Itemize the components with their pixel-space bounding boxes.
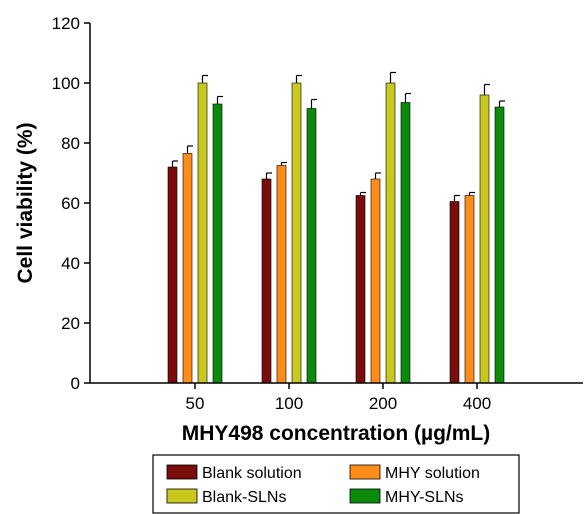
bar [385, 82, 396, 384]
y-tick-label: 40 [61, 254, 80, 273]
x-axis-ticks: 50 100 200 400 [186, 383, 491, 413]
legend-swatch [349, 464, 381, 480]
bar [261, 178, 272, 384]
y-tick-label: 120 [52, 14, 80, 33]
y-tick-label: 80 [61, 134, 80, 153]
bar [494, 106, 505, 384]
bar [400, 102, 411, 384]
x-tick-label: 200 [369, 394, 397, 413]
bar [449, 201, 460, 384]
y-tick-label: 0 [71, 374, 80, 393]
legend-label: MHY solution [385, 465, 480, 482]
y-axis-ticks: 0 20 40 60 80 100 120 [52, 14, 90, 393]
bar [167, 166, 178, 384]
legend-label: Blank-SLNs [202, 489, 286, 506]
legend-label: MHY-SLNs [385, 489, 464, 506]
y-tick-label: 100 [52, 74, 80, 93]
legend: Blank solution MHY solution Blank-SLNs MHY-… [152, 454, 520, 514]
x-axis-label: MHY498 concentration (µg/mL) [182, 422, 490, 445]
legend-box [152, 454, 520, 514]
legend-swatch [166, 488, 198, 504]
x-tick-label: 100 [275, 394, 303, 413]
bar [370, 178, 381, 384]
x-tick-label: 400 [463, 394, 491, 413]
legend-label: Blank solution [202, 465, 302, 482]
bar [291, 82, 302, 384]
legend-swatch [166, 464, 198, 480]
bar [197, 82, 208, 384]
y-tick-label: 20 [61, 314, 80, 333]
bar [212, 103, 223, 384]
bars-group [167, 71, 505, 384]
bar [355, 195, 366, 384]
y-axis-label: Cell viability (%) [14, 122, 37, 283]
legend-swatch [349, 488, 381, 504]
y-tick-label: 60 [61, 194, 80, 213]
bar [276, 165, 287, 384]
bar [464, 195, 475, 384]
bar [306, 108, 317, 384]
x-tick-label: 50 [186, 394, 205, 413]
bar [479, 94, 490, 384]
axes-group [89, 23, 583, 384]
bar [182, 153, 193, 384]
